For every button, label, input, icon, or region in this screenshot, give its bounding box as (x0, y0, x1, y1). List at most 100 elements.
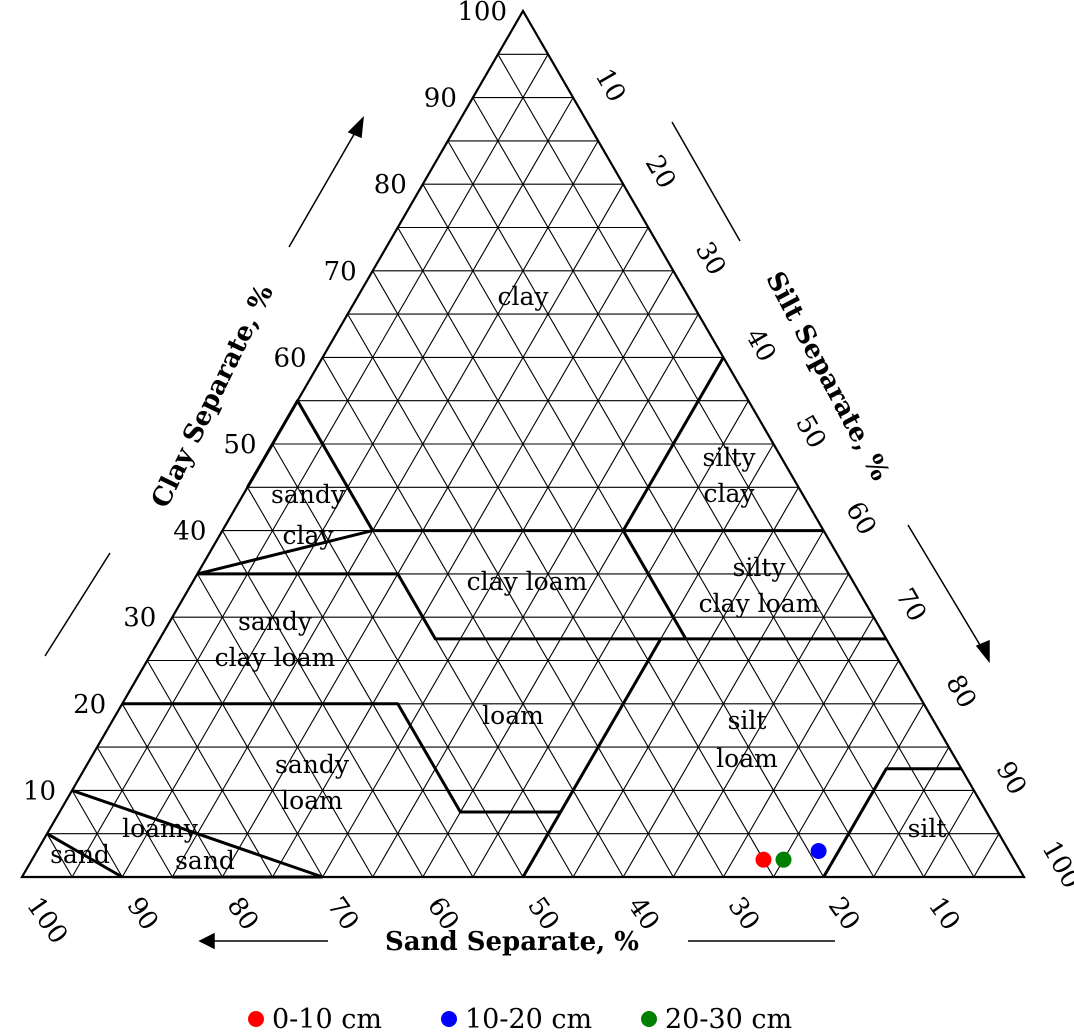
class-boundary (822, 767, 962, 878)
class-boundary (122, 638, 663, 814)
region-label: clay (497, 282, 549, 311)
grid-line-sand (347, 313, 674, 878)
grid-line-sand (196, 573, 374, 878)
grid-line-silt (272, 227, 649, 878)
clay-axis-title: Clay Separate, % (146, 280, 280, 513)
clay-tick-label: 80 (374, 170, 407, 200)
grid-line-sand (397, 227, 774, 878)
legend-item-10-20: 10-20 cm (441, 1004, 592, 1034)
silt-tick-label: 20 (639, 150, 682, 194)
grid-line-silt (622, 530, 825, 878)
silt-tick-label: 10 (589, 64, 632, 108)
clay-tick-label: 30 (123, 603, 156, 633)
grid-line-silt (372, 313, 699, 878)
grid-line-sand (246, 487, 474, 878)
legend-marker-red (248, 1011, 264, 1027)
class-boundary (621, 356, 725, 532)
data-point-0-10 cm (755, 851, 772, 868)
grid-line-silt (923, 790, 975, 878)
region-label: silty (733, 553, 787, 582)
sand-tick-label: 10 (922, 892, 966, 936)
axis-arrows (44, 115, 990, 950)
clay-tick-label: 40 (173, 517, 206, 547)
legend-label: 10-20 cm (465, 1004, 592, 1034)
region-label: sandy (275, 750, 350, 779)
silt-tick-label: 60 (839, 497, 882, 541)
region-label: sandy (271, 480, 346, 509)
grid-line-silt (572, 487, 800, 878)
class-boundary (621, 529, 688, 640)
legend-label: 20-30 cm (665, 1004, 792, 1034)
clay-axis-ticks: 10 20 30 40 50 60 70 80 90 100 (23, 0, 507, 806)
clay-tick-label: 10 (23, 776, 56, 806)
region-label: clay loam (467, 567, 588, 596)
sand-tick-label: 20 (822, 892, 866, 936)
clay-arrow-head (347, 115, 364, 139)
clay-axis-rule (44, 552, 111, 657)
region-label: sand (175, 846, 235, 875)
sand-axis-title: Sand Separate, % (385, 927, 639, 957)
texture-class-boundaries (46, 356, 962, 879)
clay-tick-label: 20 (73, 690, 106, 720)
region-label: silt (728, 706, 767, 735)
region-label: silty (703, 443, 757, 472)
region-label: clay (282, 521, 334, 550)
grid-line-sand (497, 54, 975, 878)
sand-tick-label: 80 (221, 892, 265, 936)
silt-tick-label: 100 (1036, 836, 1074, 894)
grid-line-silt (71, 54, 549, 878)
grid-line-sand (146, 660, 273, 878)
region-label: clay loam (699, 589, 820, 618)
grid-line-silt (873, 746, 950, 878)
clay-tick-label: 60 (274, 343, 307, 373)
legend-marker-green (641, 1011, 657, 1027)
region-label: loamy (122, 814, 199, 843)
legend-item-20-30: 20-30 cm (641, 1004, 792, 1034)
sample-points (755, 843, 827, 868)
region-label: sandy (238, 607, 313, 636)
legend-item-0-10: 0-10 cm (248, 1004, 382, 1034)
silt-tick-label: 80 (939, 670, 982, 714)
clay-tick-label: 50 (223, 430, 256, 460)
clay-tick-label: 100 (457, 0, 507, 27)
grid-line-sand (46, 833, 73, 878)
region-label: clay loam (215, 643, 336, 672)
sand-tick-label: 30 (722, 892, 766, 936)
clay-tick-label: 70 (324, 257, 357, 287)
silt-axis-rule (671, 121, 741, 242)
grid-line-silt (171, 140, 599, 878)
data-point-20-30 cm (775, 851, 792, 868)
grid-line-sand (447, 140, 875, 878)
region-label: loam (716, 744, 778, 773)
grid-line-silt (672, 573, 850, 878)
sand-tick-label: 100 (20, 892, 73, 950)
clay-axis-arrow (288, 123, 361, 248)
silt-tick-label: 90 (990, 757, 1033, 801)
grid-line-sand (121, 703, 223, 878)
triangle-border (20, 8, 1026, 879)
sand-tick-label: 90 (120, 892, 164, 936)
data-point-10-20 cm (810, 843, 827, 860)
grid-line-sand (71, 790, 123, 878)
silt-axis-arrow (907, 524, 987, 656)
region-label: clay (703, 479, 755, 508)
grid-line-silt (722, 616, 875, 878)
silt-tick-label: 40 (739, 324, 782, 368)
clay-tick-label: 90 (424, 84, 457, 114)
grid-line-silt (773, 660, 900, 878)
silt-arrow-head (975, 639, 990, 664)
sand-tick-label: 70 (321, 892, 365, 936)
region-label: silt (908, 814, 947, 843)
grid-line-sand (171, 616, 324, 878)
silt-tick-label: 70 (889, 583, 932, 627)
class-boundary (197, 572, 887, 641)
legend: 0-10 cm 10-20 cm 20-30 cm (248, 1004, 792, 1034)
region-label: loam (482, 701, 544, 730)
legend-label: 0-10 cm (272, 1004, 382, 1034)
grid-line-silt (973, 833, 1000, 878)
grid-line-sand (272, 443, 524, 878)
class-boundary (71, 788, 324, 879)
sand-arrow-head (198, 932, 215, 950)
texture-class-labels: clay sandy clay silty clay clay loam silty clay… (50, 282, 946, 875)
